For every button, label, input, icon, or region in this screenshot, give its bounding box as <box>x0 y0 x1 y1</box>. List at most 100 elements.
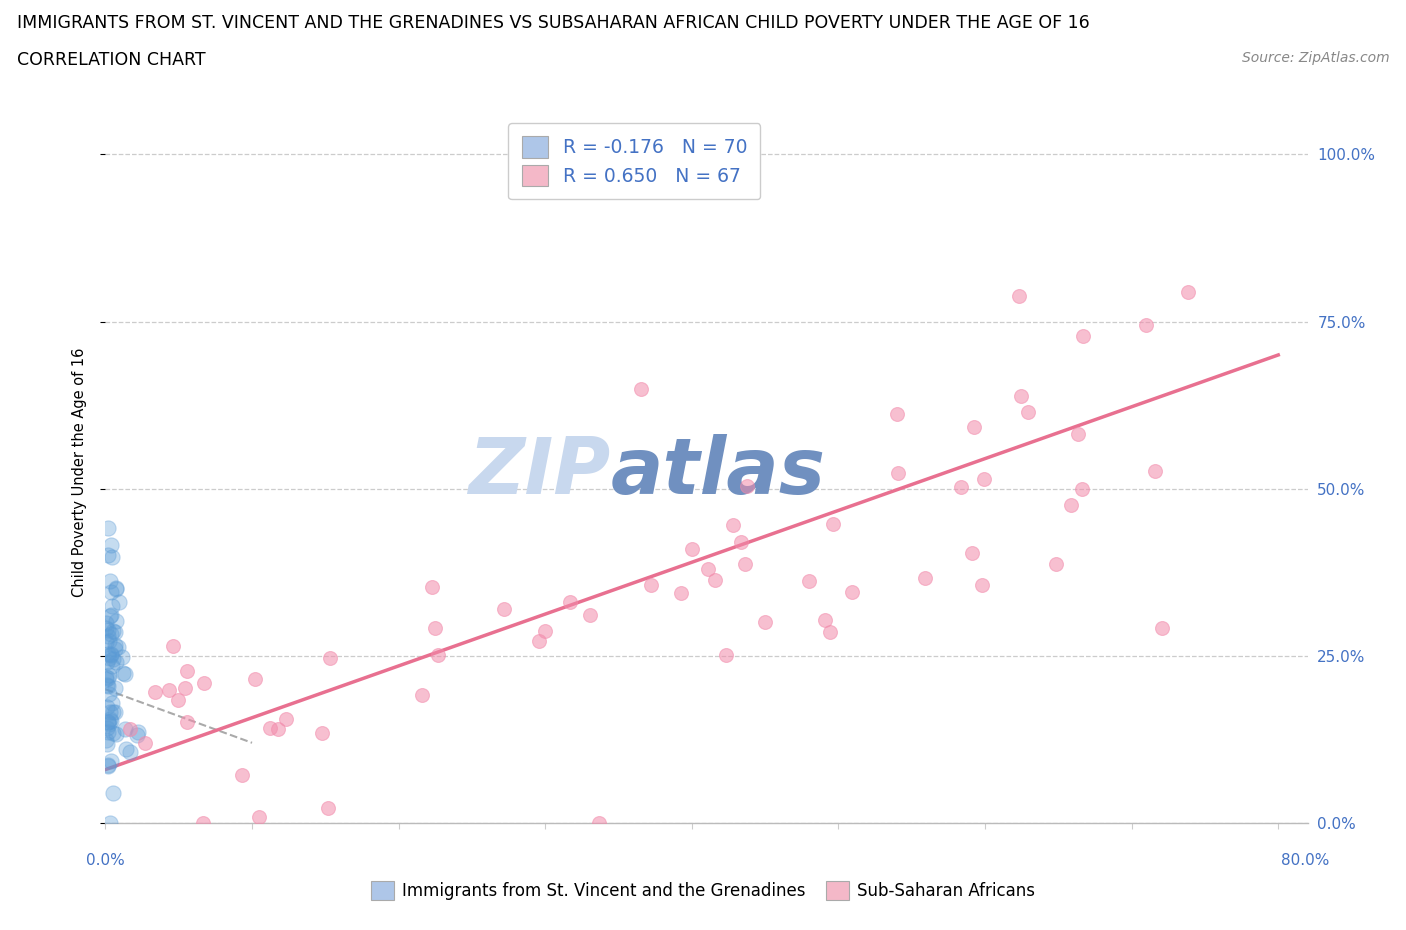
Point <box>118 744 141 759</box>
Point <box>98 816 121 830</box>
Point <box>704 572 727 587</box>
Point <box>411 688 433 703</box>
Point <box>97 757 120 772</box>
Text: Source: ZipAtlas.com: Source: ZipAtlas.com <box>1241 51 1389 65</box>
Point <box>101 785 124 800</box>
Point <box>101 658 124 673</box>
Point <box>103 704 125 719</box>
Point <box>107 594 129 609</box>
Point <box>754 615 776 630</box>
Point <box>97 715 120 730</box>
Point <box>97 622 120 637</box>
Text: CORRELATION CHART: CORRELATION CHART <box>17 51 205 69</box>
Point <box>94 621 117 636</box>
Point <box>114 667 136 682</box>
Point <box>630 382 652 397</box>
Point <box>266 722 288 737</box>
Point <box>962 546 984 561</box>
Point <box>579 607 602 622</box>
Point <box>950 480 973 495</box>
Point <box>127 724 149 739</box>
Point <box>96 737 118 751</box>
Point <box>588 816 610 830</box>
Point <box>276 711 298 726</box>
Point <box>101 725 124 740</box>
Point <box>97 714 120 729</box>
Point <box>145 684 167 699</box>
Text: 0.0%: 0.0% <box>86 853 125 868</box>
Point <box>671 585 693 600</box>
Point <box>318 801 340 816</box>
Point <box>115 741 138 756</box>
Point <box>886 406 908 421</box>
Point <box>973 472 995 486</box>
Point <box>94 635 117 650</box>
Point <box>100 714 122 729</box>
Point <box>96 655 118 670</box>
Point <box>98 711 121 726</box>
Point <box>193 675 215 690</box>
Point <box>97 647 120 662</box>
Point <box>97 679 120 694</box>
Point <box>98 686 121 701</box>
Point <box>97 628 120 643</box>
Point <box>1045 556 1067 571</box>
Point <box>104 705 127 720</box>
Point <box>730 535 752 550</box>
Point <box>96 678 118 693</box>
Point <box>98 634 121 649</box>
Point <box>97 651 120 666</box>
Point <box>492 602 515 617</box>
Point <box>259 721 281 736</box>
Point <box>887 466 910 481</box>
Point <box>105 581 128 596</box>
Point <box>423 620 446 635</box>
Point <box>97 724 120 739</box>
Point <box>97 548 120 563</box>
Point <box>104 580 127 595</box>
Point <box>818 624 841 639</box>
Point <box>714 648 737 663</box>
Point <box>534 624 557 639</box>
Point <box>101 696 124 711</box>
Point <box>96 616 118 631</box>
Text: IMMIGRANTS FROM ST. VINCENT AND THE GRENADINES VS SUBSAHARAN AFRICAN CHILD POVER: IMMIGRANTS FROM ST. VINCENT AND THE GREN… <box>17 14 1090 32</box>
Point <box>970 578 993 592</box>
Point <box>104 642 127 657</box>
Point <box>914 570 936 585</box>
Point <box>101 652 124 667</box>
Point <box>100 585 122 600</box>
Point <box>162 639 184 654</box>
Point <box>100 607 122 622</box>
Point <box>1144 464 1167 479</box>
Point <box>104 624 127 639</box>
Point <box>721 518 744 533</box>
Point <box>527 633 550 648</box>
Point <box>821 516 844 531</box>
Point <box>100 648 122 663</box>
Point <box>100 550 122 565</box>
Text: 80.0%: 80.0% <box>1281 853 1329 868</box>
Point <box>167 692 190 707</box>
Point <box>100 646 122 661</box>
Point <box>98 608 121 623</box>
Point <box>681 541 703 556</box>
Point <box>1067 426 1090 441</box>
Point <box>100 626 122 641</box>
Point <box>104 638 127 653</box>
Point <box>96 699 118 714</box>
Point <box>420 580 443 595</box>
Point <box>191 816 214 830</box>
Point <box>245 671 267 686</box>
Point <box>97 521 120 536</box>
Point <box>134 736 156 751</box>
Point <box>100 754 122 769</box>
Point <box>1017 405 1039 419</box>
Point <box>1152 620 1174 635</box>
Point <box>114 722 136 737</box>
Point <box>125 727 148 742</box>
Point <box>963 419 986 434</box>
Text: ZIP: ZIP <box>468 434 610 510</box>
Point <box>157 683 180 698</box>
Text: atlas: atlas <box>610 434 825 510</box>
